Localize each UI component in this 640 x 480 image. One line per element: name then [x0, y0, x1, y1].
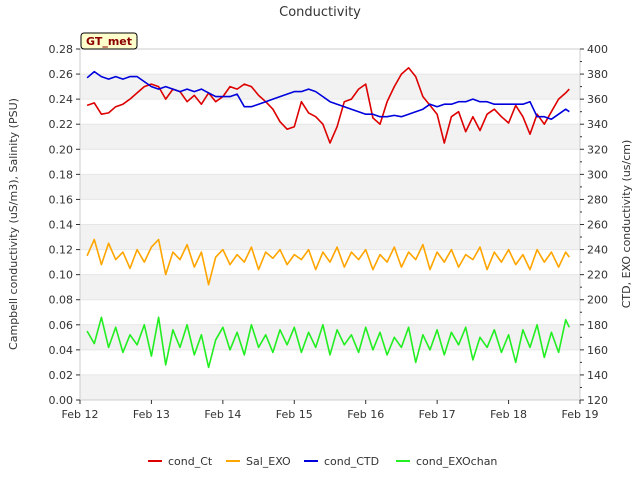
y-left-tick-label: 0.00: [49, 394, 74, 407]
legend-label: Sal_EXO: [246, 455, 291, 468]
y-left-tick-label: 0.14: [49, 219, 74, 232]
y-axis-left-title: Campbell conductivity (uS/m3), Salinity …: [7, 98, 20, 350]
y-right-tick-label: 260: [587, 219, 608, 232]
grid-band: [80, 124, 580, 150]
grid-band: [80, 374, 580, 400]
series-line-cond-ctd: [86, 70, 570, 120]
series-line-cond-ct: [86, 67, 570, 144]
y-right-tick-label: 340: [587, 118, 608, 131]
y-left-tick-label: 0.24: [49, 93, 74, 106]
left-axis: 0.00 0.02 0.04 0.06 0.08 0.10 0.12 0.14 0.16 0.18…: [49, 43, 80, 407]
grid-bands: [80, 48, 580, 401]
station-label-text: GT_met: [86, 35, 132, 48]
y-left-tick-label: 0.26: [49, 68, 74, 81]
x-tick-label: Feb 18: [490, 408, 527, 421]
x-tick-label: Feb 19: [562, 408, 599, 421]
y-right-tick-label: 380: [587, 68, 608, 81]
y-left-tick-label: 0.10: [49, 269, 74, 282]
y-right-tick-label: 320: [587, 143, 608, 156]
legend: cond_Ct Sal_EXO cond_CTD cond_EXOchan: [148, 455, 497, 468]
legend-label: cond_Ct: [168, 455, 213, 468]
y-left-tick-label: 0.28: [49, 43, 74, 56]
y-left-tick-label: 0.08: [49, 294, 74, 307]
y-left-tick-label: 0.02: [49, 369, 74, 382]
x-tick-label: Feb 12: [62, 408, 99, 421]
y-right-tick-label: 400: [587, 43, 608, 56]
grid-band: [80, 74, 580, 100]
x-tick-label: Feb 15: [276, 408, 313, 421]
y-right-tick-label: 240: [587, 244, 608, 257]
y-right-tick-label: 180: [587, 319, 608, 332]
y-left-tick-label: 0.20: [49, 143, 74, 156]
y-left-tick-label: 0.22: [49, 118, 74, 131]
series-layer: [86, 67, 571, 369]
y-right-tick-label: 200: [587, 294, 608, 307]
x-tick-label: Feb 16: [347, 408, 384, 421]
y-right-tick-label: 120: [587, 394, 608, 407]
right-axis: 120 140 160 180 200 220 240 260 280 300 320 340 360 3…: [580, 43, 608, 407]
x-axis: Feb 12 Feb 13 Feb 14 Feb 15 Feb 16 Feb 17 Feb …: [62, 400, 599, 421]
legend-label: cond_EXOchan: [416, 455, 497, 468]
grid-band: [80, 224, 580, 250]
x-tick-label: Feb 13: [133, 408, 170, 421]
y-left-tick-label: 0.06: [49, 319, 74, 332]
y-right-tick-label: 300: [587, 168, 608, 181]
grid-band: [80, 174, 580, 200]
x-tick-label: Feb 14: [204, 408, 241, 421]
x-tick-label: Feb 17: [419, 408, 456, 421]
y-left-tick-label: 0.12: [49, 244, 74, 257]
y-right-tick-label: 140: [587, 369, 608, 382]
y-right-tick-label: 360: [587, 93, 608, 106]
y-right-tick-label: 220: [587, 269, 608, 282]
y-right-tick-label: 160: [587, 344, 608, 357]
series-line-sal-exo: [86, 238, 570, 286]
legend-label: cond_CTD: [324, 455, 379, 468]
chart-title: Conductivity: [279, 5, 361, 20]
y-axis-right-title: CTD, EXO conductivity (us/cm): [620, 140, 633, 309]
series-line-cond-exochan: [86, 316, 571, 369]
y-left-tick-label: 0.16: [49, 193, 74, 206]
station-label: GT_met: [80, 32, 138, 50]
grid-band: [80, 274, 580, 300]
y-right-tick-label: 280: [587, 193, 608, 206]
y-left-tick-label: 0.04: [49, 344, 74, 357]
y-left-tick-label: 0.18: [49, 168, 74, 181]
